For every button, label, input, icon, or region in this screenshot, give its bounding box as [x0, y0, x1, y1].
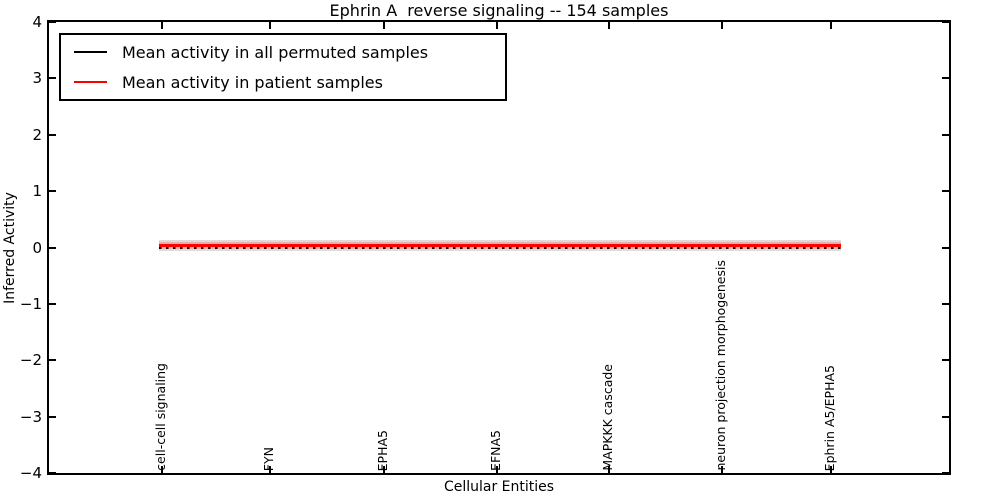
x-tick-top [721, 22, 724, 29]
y-tick-left [49, 133, 56, 136]
x-tick-label: MAPKKK cascade [599, 364, 615, 471]
series-line-patient [158, 244, 841, 247]
series-line-permuted [158, 246, 841, 249]
y-tick-label: −3 [19, 407, 42, 426]
x-tick-top [268, 22, 271, 29]
x-tick-bottom [607, 466, 610, 473]
x-tick-top [382, 22, 385, 29]
y-tick-label: 3 [32, 69, 42, 88]
y-tick-label: −4 [19, 464, 42, 482]
y-tick-left [49, 246, 56, 249]
x-tick-top [830, 22, 833, 29]
x-tick-bottom [382, 466, 385, 473]
y-tick-right [942, 77, 949, 80]
legend-line-sample-permuted [74, 51, 107, 53]
x-tick-bottom [496, 466, 499, 473]
y-tick-right [942, 302, 949, 305]
x-tick-bottom [830, 466, 833, 473]
legend: Mean activity in all permuted samples Me… [59, 33, 507, 101]
legend-label: Mean activity in all permuted samples [122, 42, 429, 62]
x-tick-label: EFNA5 [488, 430, 504, 471]
y-tick-label: 0 [32, 238, 42, 257]
legend-entry-patient: Mean activity in patient samples [61, 67, 505, 97]
y-tick-right [942, 359, 949, 362]
y-tick-right [942, 190, 949, 193]
x-tick-top [496, 22, 499, 29]
legend-entry-permuted: Mean activity in all permuted samples [61, 37, 505, 67]
x-tick-label: EPHA5 [374, 429, 390, 471]
chart-title: Ephrin A reverse signaling -- 154 sample… [329, 1, 669, 20]
y-tick-right [942, 21, 949, 23]
y-tick-left [49, 359, 56, 362]
x-tick-top [607, 22, 610, 29]
legend-line-sample-patient [74, 81, 107, 83]
y-tick-label: 2 [32, 125, 42, 144]
x-axis-label: Cellular Entities [443, 479, 555, 495]
y-tick-label: 4 [32, 13, 42, 31]
y-tick-left [49, 190, 56, 193]
y-tick-label: 1 [32, 182, 42, 201]
x-tick-bottom [721, 466, 724, 473]
y-tick-left [49, 21, 56, 23]
y-tick-right [942, 246, 949, 249]
y-tick-left [49, 77, 56, 80]
y-tick-left [49, 302, 56, 305]
x-tick-bottom [161, 466, 164, 473]
y-tick-label: −1 [19, 294, 42, 313]
x-tick-label: FYN [260, 446, 276, 471]
plot-area: Mean activity in all permuted samples Me… [47, 20, 951, 475]
y-tick-right [942, 472, 949, 474]
y-tick-left [49, 472, 56, 474]
y-tick-right [942, 415, 949, 418]
legend-label: Mean activity in patient samples [122, 72, 383, 92]
y-tick-left [49, 415, 56, 418]
x-tick-label: Ephrin A5/EPHA5 [822, 364, 838, 471]
y-tick-label: −2 [19, 351, 42, 370]
y-tick-right [942, 133, 949, 136]
x-tick-bottom [268, 466, 271, 473]
x-tick-label: cell-cell signaling [153, 363, 169, 471]
x-tick-label: neuron projection morphogenesis [713, 260, 729, 471]
x-tick-top [161, 22, 164, 29]
